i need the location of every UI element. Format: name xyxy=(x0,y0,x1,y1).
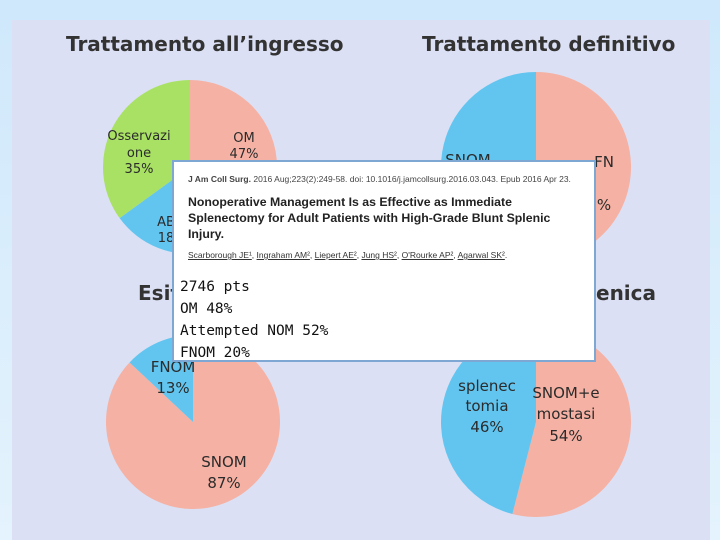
citation-line: J Am Coll Surg. 2016 Aug;223(2):249-58. … xyxy=(188,174,571,184)
pie-label: 87% xyxy=(207,474,240,492)
pie-label: one xyxy=(127,146,151,161)
pie-label: % xyxy=(597,196,611,214)
citation-popup: J Am Coll Surg. 2016 Aug;223(2):249-58. … xyxy=(172,160,596,362)
note-line: OM 48% xyxy=(180,301,233,317)
pie-slice-snom-e-mostasi xyxy=(512,327,631,517)
pie-label: AB xyxy=(157,215,175,230)
author-link[interactable]: Jung HS² xyxy=(361,250,397,260)
title-trattamento-definitivo: Trattamento definitivo xyxy=(422,32,676,56)
pie-label: mostasi xyxy=(537,405,596,423)
author-link[interactable]: Scarborough JE¹ xyxy=(188,250,252,260)
author-link[interactable]: Agarwal SK² xyxy=(457,250,505,260)
pie-label: SNOM+e xyxy=(532,384,599,402)
pie-label: 54% xyxy=(549,427,582,445)
notes-text: 2746 pts OM 48% Attempted NOM 52% FNOM 2… xyxy=(180,276,328,364)
title-trattamento-ingresso: Trattamento all’ingresso xyxy=(66,32,344,56)
article-title[interactable]: Nonoperative Management Is as Effective … xyxy=(188,195,551,241)
author-link[interactable]: Ingraham AM² xyxy=(256,250,310,260)
pie-label: 18 xyxy=(158,231,175,246)
pie-label: SNOM xyxy=(201,453,247,471)
note-line: Attempted NOM 52% xyxy=(180,323,329,339)
citation-journal: J Am Coll Surg. xyxy=(188,174,251,184)
pie-label: FN xyxy=(594,153,614,171)
pie-label: Osservazi xyxy=(107,129,170,144)
pie-label: 13% xyxy=(156,379,189,397)
pie-label: FNOM xyxy=(151,358,196,376)
pie-slice-splenec-tomia xyxy=(441,327,536,515)
pie-label: 46% xyxy=(470,418,503,436)
author-link[interactable]: Liepert AE² xyxy=(314,250,357,260)
title-splenica-partial: enica xyxy=(596,281,657,305)
author-link[interactable]: O'Rourke AP² xyxy=(401,250,454,260)
note-line: FNOM 20% xyxy=(180,345,250,361)
pie-label: 35% xyxy=(125,162,154,177)
pie-slice-osservazi-one xyxy=(103,80,190,219)
pie-label: splenec xyxy=(458,377,516,395)
note-line: 2746 pts xyxy=(180,279,250,295)
author-list: Scarborough JE¹, Ingraham AM², Liepert A… xyxy=(188,250,508,260)
pie-label: 47% xyxy=(230,147,259,162)
pie-label: tomia xyxy=(465,397,508,415)
pie-label: OM xyxy=(233,131,254,146)
citation-details: 2016 Aug;223(2):249-58. doi: 10.1016/j.j… xyxy=(250,174,571,184)
